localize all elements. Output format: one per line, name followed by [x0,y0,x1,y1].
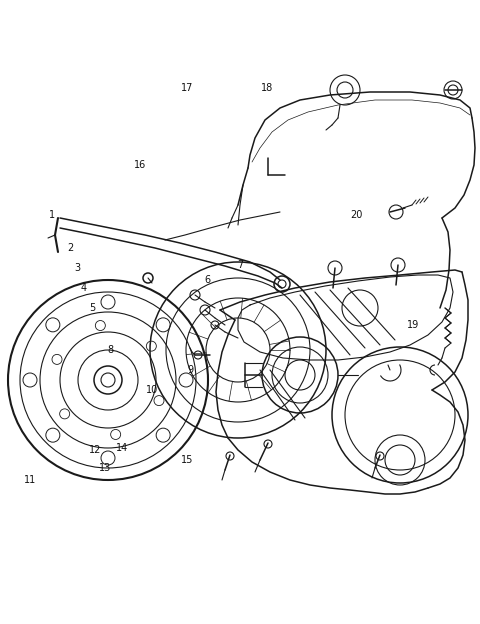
Text: 5: 5 [89,303,95,313]
Text: 14: 14 [116,443,128,453]
Text: 15: 15 [181,455,193,465]
Text: 11: 11 [24,475,36,485]
Text: 8: 8 [107,345,113,355]
Text: 10: 10 [146,385,158,395]
Text: 3: 3 [74,263,80,273]
Text: 12: 12 [89,445,101,455]
Text: 6: 6 [204,275,210,285]
Text: 17: 17 [181,83,193,93]
Text: 1: 1 [49,210,55,220]
Text: 16: 16 [134,160,146,170]
Text: 20: 20 [350,210,362,220]
Text: 13: 13 [99,463,111,473]
Text: 18: 18 [261,83,273,93]
Text: 7: 7 [237,260,243,270]
Text: 4: 4 [81,283,87,293]
Text: 2: 2 [67,243,73,253]
Text: 9: 9 [187,365,193,375]
Text: 19: 19 [407,320,419,330]
